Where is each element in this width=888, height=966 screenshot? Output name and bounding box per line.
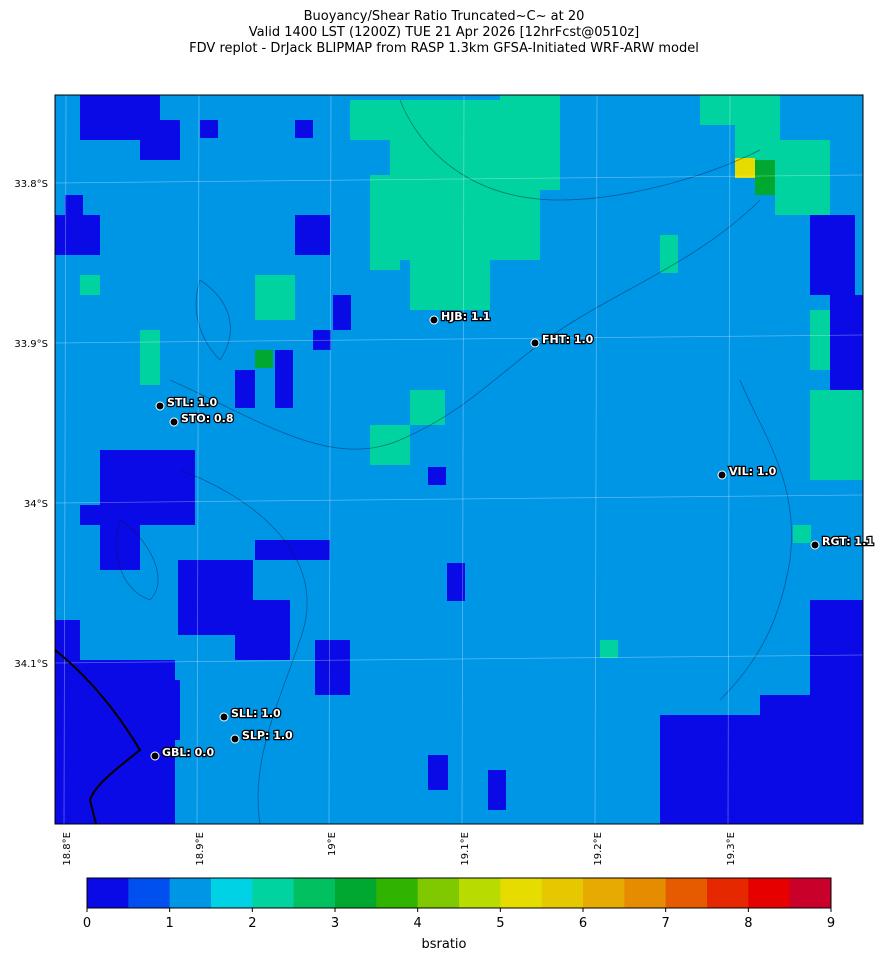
station-label: GBL: 0.0: [162, 746, 214, 759]
colorbar-swatch: [211, 878, 253, 908]
colorbar-swatch: [417, 878, 460, 908]
station-label: SLP: 1.0: [242, 729, 293, 742]
colorbar-swatch: [252, 878, 295, 908]
station-dot: [169, 417, 179, 427]
station-dot: [230, 734, 240, 744]
lat-label: 34°S: [24, 499, 48, 510]
colorbar-tick-label: 8: [744, 916, 752, 931]
lon-label: 18.9°E: [195, 832, 206, 866]
colorbar-swatch: [335, 878, 377, 908]
title-line: Buoyancy/Shear Ratio Truncated~C~ at 20: [304, 9, 585, 24]
title-line: Valid 1400 LST (1200Z) TUE 21 Apr 2026 […: [249, 25, 640, 40]
lon-label: 19°E: [327, 832, 338, 856]
colorbar-tick-label: 4: [414, 916, 422, 931]
colorbar-swatch: [789, 878, 832, 908]
colorbar-tick-label: 3: [331, 916, 339, 931]
colorbar-swatch: [624, 878, 667, 908]
title-line: FDV replot - DrJack BLIPMAP from RASP 1.…: [189, 41, 699, 56]
station-dot: [429, 315, 439, 325]
colorbar-swatch: [665, 878, 708, 908]
colorbar-tick-label: 1: [166, 916, 174, 931]
station-label: VIL: 1.0: [729, 465, 777, 478]
colorbar-tick-label: 5: [496, 916, 504, 931]
lon-label: 19.3°E: [726, 832, 737, 866]
colorbar-swatch: [87, 878, 129, 908]
colorbar-tick-label: 2: [248, 916, 256, 931]
map-field: [54, 94, 864, 825]
station-dot: [717, 470, 727, 480]
colorbar-swatch: [748, 878, 791, 908]
lat-label: 34.1°S: [14, 659, 48, 670]
station-dot: [810, 540, 820, 550]
colorbar-tick-label: 6: [579, 916, 587, 931]
colorbar-swatch: [583, 878, 625, 908]
station-dot: [155, 401, 165, 411]
colorbar-swatch: [500, 878, 543, 908]
station-dot: [219, 712, 229, 722]
colorbar-swatch: [459, 878, 501, 908]
station-label: STO: 0.8: [181, 412, 234, 425]
colorbar-frame: [86, 877, 832, 909]
lat-label: 33.8°S: [14, 179, 48, 190]
station-label: SLL: 1.0: [231, 707, 281, 720]
colorbar-swatch: [293, 878, 336, 908]
colorbar-swatch: [376, 878, 419, 908]
colorbar-tick-label: 7: [662, 916, 670, 931]
colorbar-swatch: [541, 878, 584, 908]
station-label: STL: 1.0: [167, 396, 217, 409]
station-dot: [530, 338, 540, 348]
station-label: HJB: 1.1: [441, 310, 490, 323]
lon-label: 18.8°E: [62, 832, 73, 866]
lon-label: 19.2°E: [593, 832, 604, 866]
colorbar-tick-label: 0: [83, 916, 91, 931]
station-label: RGT: 1.1: [822, 535, 874, 548]
colorbar-label: bsratio: [422, 937, 467, 952]
lon-label: 19.1°E: [460, 832, 471, 866]
colorbar-swatch: [169, 878, 212, 908]
station-dot: [150, 751, 160, 761]
station-label: FHT: 1.0: [542, 333, 594, 346]
colorbar-tick-label: 9: [827, 916, 835, 931]
lat-label: 33.9°S: [14, 339, 48, 350]
colorbar-swatch: [707, 878, 749, 908]
colorbar-swatch: [128, 878, 171, 908]
